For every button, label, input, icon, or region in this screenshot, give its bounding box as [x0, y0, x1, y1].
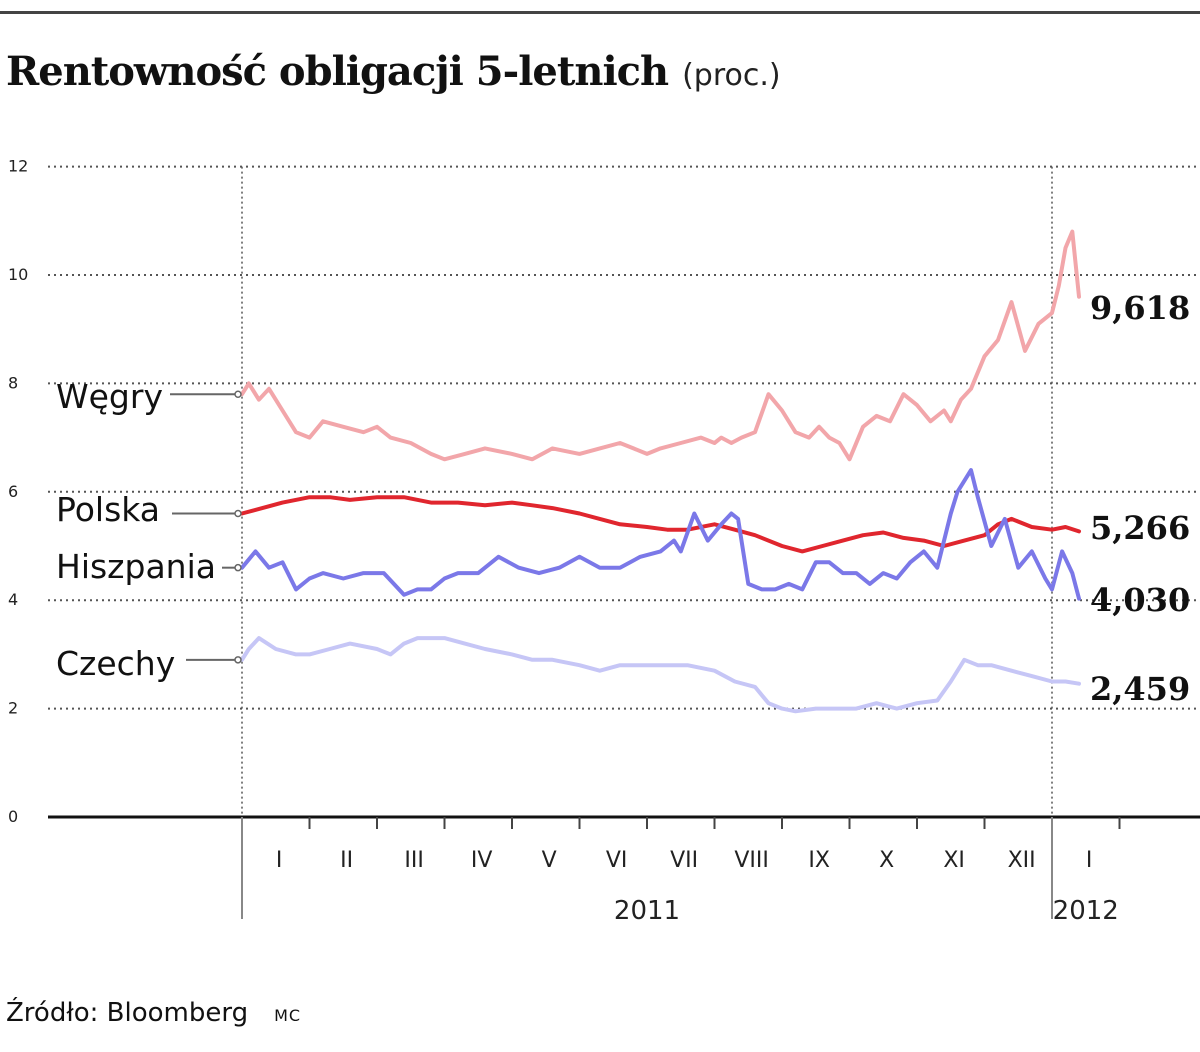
month-label: XI: [943, 848, 965, 873]
series-leader-dot: [234, 656, 242, 664]
y-tick-label: 2: [8, 699, 18, 718]
y-tick-label: 12: [8, 157, 28, 176]
month-label: VIII: [734, 848, 769, 873]
author-initials: MC: [274, 1006, 302, 1025]
y-tick-label: 8: [8, 373, 18, 392]
month-label: II: [340, 848, 353, 873]
series-label: Węgry: [56, 377, 163, 416]
chart-title-block: Rentowność obligacji 5-letnich (proc.): [6, 48, 781, 95]
month-label: X: [879, 848, 894, 873]
series-leader-dot: [234, 563, 242, 572]
month-label: III: [404, 848, 423, 873]
y-tick-label: 4: [8, 590, 18, 609]
series-line: [240, 468, 1081, 601]
y-tick-label: 0: [8, 807, 18, 826]
month-label: VII: [670, 848, 698, 873]
final-value-label: 2,459: [1090, 670, 1190, 708]
series-label: Czechy: [56, 644, 175, 683]
y-tick-label: 6: [8, 482, 18, 501]
series-line: [240, 636, 1081, 714]
month-label: IX: [808, 848, 830, 873]
final-value-label: 5,266: [1090, 509, 1190, 547]
final-value-label: 9,618: [1090, 289, 1190, 327]
year-label: 2012: [1053, 896, 1119, 926]
month-label: XII: [1008, 848, 1036, 873]
series-line: [240, 229, 1081, 462]
series-label: Hiszpania: [56, 547, 216, 586]
series-label: Polska: [56, 490, 160, 529]
final-value-label: 4,030: [1090, 581, 1190, 619]
year-label: 2011: [614, 896, 680, 926]
source-note: Źródło: Bloomberg MC: [6, 998, 301, 1028]
series-leader-dot: [234, 390, 242, 398]
y-tick-label: 10: [8, 265, 28, 284]
month-label: I: [276, 848, 283, 873]
chart-unit-label: (proc.): [682, 58, 781, 93]
month-label: IV: [471, 848, 493, 873]
source-label: Źródło: Bloomberg: [6, 998, 249, 1028]
month-label: V: [542, 848, 557, 873]
chart-title: Rentowność obligacji 5-letnich: [6, 48, 669, 95]
top-rule: [0, 11, 1200, 14]
month-label: I: [1086, 848, 1093, 873]
month-label: VI: [606, 848, 628, 873]
series-leader-dot: [234, 509, 242, 518]
